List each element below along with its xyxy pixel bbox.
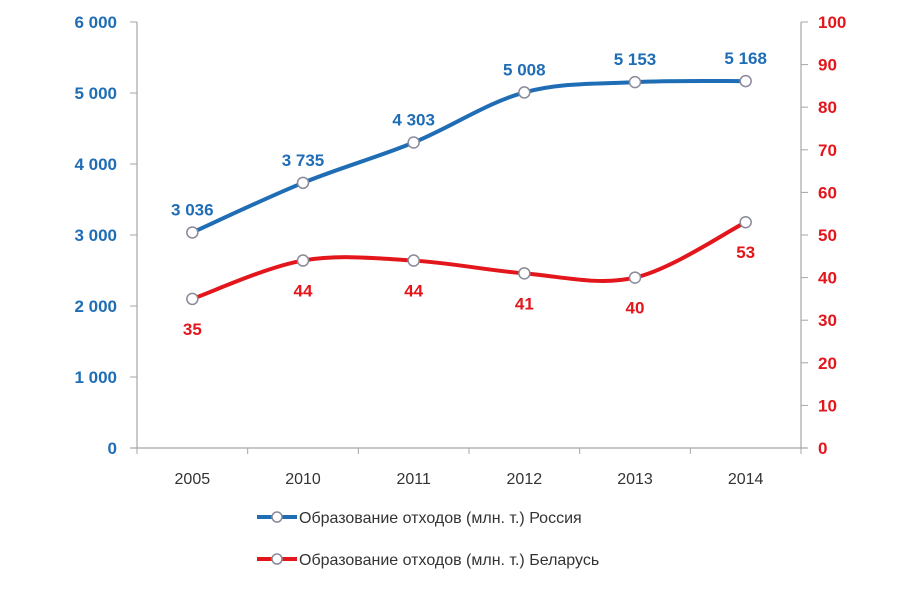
series-line <box>191 78 746 235</box>
left-tick-label: 1 000 <box>74 368 117 387</box>
right-tick-label: 90 <box>818 56 837 75</box>
left-tick-label: 2 000 <box>74 297 117 316</box>
data-point[interactable] <box>518 86 531 99</box>
left-tick-label: 6 000 <box>74 13 117 32</box>
right-tick-label: 20 <box>818 354 837 373</box>
x-tick-label: 2013 <box>617 471 653 488</box>
legend: Образование отходов (млн. т.) Россия Обр… <box>257 510 599 569</box>
data-point[interactable] <box>296 254 310 267</box>
right-tick-label: 10 <box>818 396 837 415</box>
series-line <box>191 220 747 301</box>
data-label: 3 036 <box>171 200 214 219</box>
right-tick-label: 60 <box>818 183 837 202</box>
x-tick-label: 2011 <box>396 471 431 488</box>
data-label: 5 168 <box>724 49 767 68</box>
data-label: 4 303 <box>392 110 435 129</box>
axes: 0 1 000 2 000 3 000 4 000 5 000 6 000 0 10 20 30 40… <box>74 13 846 488</box>
right-tick-label: 50 <box>818 226 837 245</box>
left-tick-label: 5 000 <box>74 84 117 103</box>
series-russia: 3 036 3 735 4 303 5 008 5 153 5 168 <box>171 49 767 239</box>
series-belarus: 35 44 44 41 40 53 <box>183 215 755 339</box>
data-label: 5 008 <box>503 60 546 79</box>
data-point[interactable] <box>186 226 199 239</box>
data-point[interactable] <box>296 176 310 190</box>
data-point[interactable] <box>407 136 420 149</box>
data-label: 41 <box>515 294 534 313</box>
data-point[interactable] <box>518 267 531 280</box>
right-tick-label: 70 <box>818 141 837 160</box>
legend-label-russia: Образование отходов (млн. т.) Россия <box>299 510 582 527</box>
legend-item-russia[interactable]: Образование отходов (млн. т.) Россия <box>257 510 582 527</box>
data-label: 44 <box>404 282 423 301</box>
right-tick-label: 40 <box>818 269 837 288</box>
left-tick-label: 3 000 <box>74 226 117 245</box>
right-tick-label: 30 <box>818 311 837 330</box>
data-point[interactable] <box>739 215 752 229</box>
data-label: 3 735 <box>282 151 325 170</box>
data-point[interactable] <box>186 292 199 306</box>
data-label: 35 <box>183 320 202 339</box>
left-tick-label: 4 000 <box>74 155 117 174</box>
data-point[interactable] <box>739 74 752 88</box>
data-label: 5 153 <box>614 50 657 69</box>
right-tick-label: 0 <box>818 439 827 458</box>
x-tick-label: 2010 <box>285 471 321 488</box>
data-label: 53 <box>736 243 755 262</box>
legend-label-belarus: Образование отходов (млн. т.) Беларусь <box>299 552 599 569</box>
series-group: 3 036 3 735 4 303 5 008 5 153 5 168 35 44 44 41 40… <box>171 49 767 339</box>
x-tick-label: 2005 <box>175 471 211 488</box>
data-point[interactable] <box>628 271 642 284</box>
x-tick-label: 2014 <box>728 471 764 488</box>
left-tick-label: 0 <box>108 439 117 458</box>
x-tick-label: 2012 <box>507 471 543 488</box>
legend-item-belarus[interactable]: Образование отходов (млн. т.) Беларусь <box>257 552 599 569</box>
data-label: 40 <box>626 299 645 318</box>
data-point[interactable] <box>407 254 420 267</box>
data-label: 44 <box>294 282 313 301</box>
data-point[interactable] <box>628 75 642 89</box>
right-tick-label: 100 <box>818 13 846 32</box>
right-tick-label: 80 <box>818 98 837 117</box>
